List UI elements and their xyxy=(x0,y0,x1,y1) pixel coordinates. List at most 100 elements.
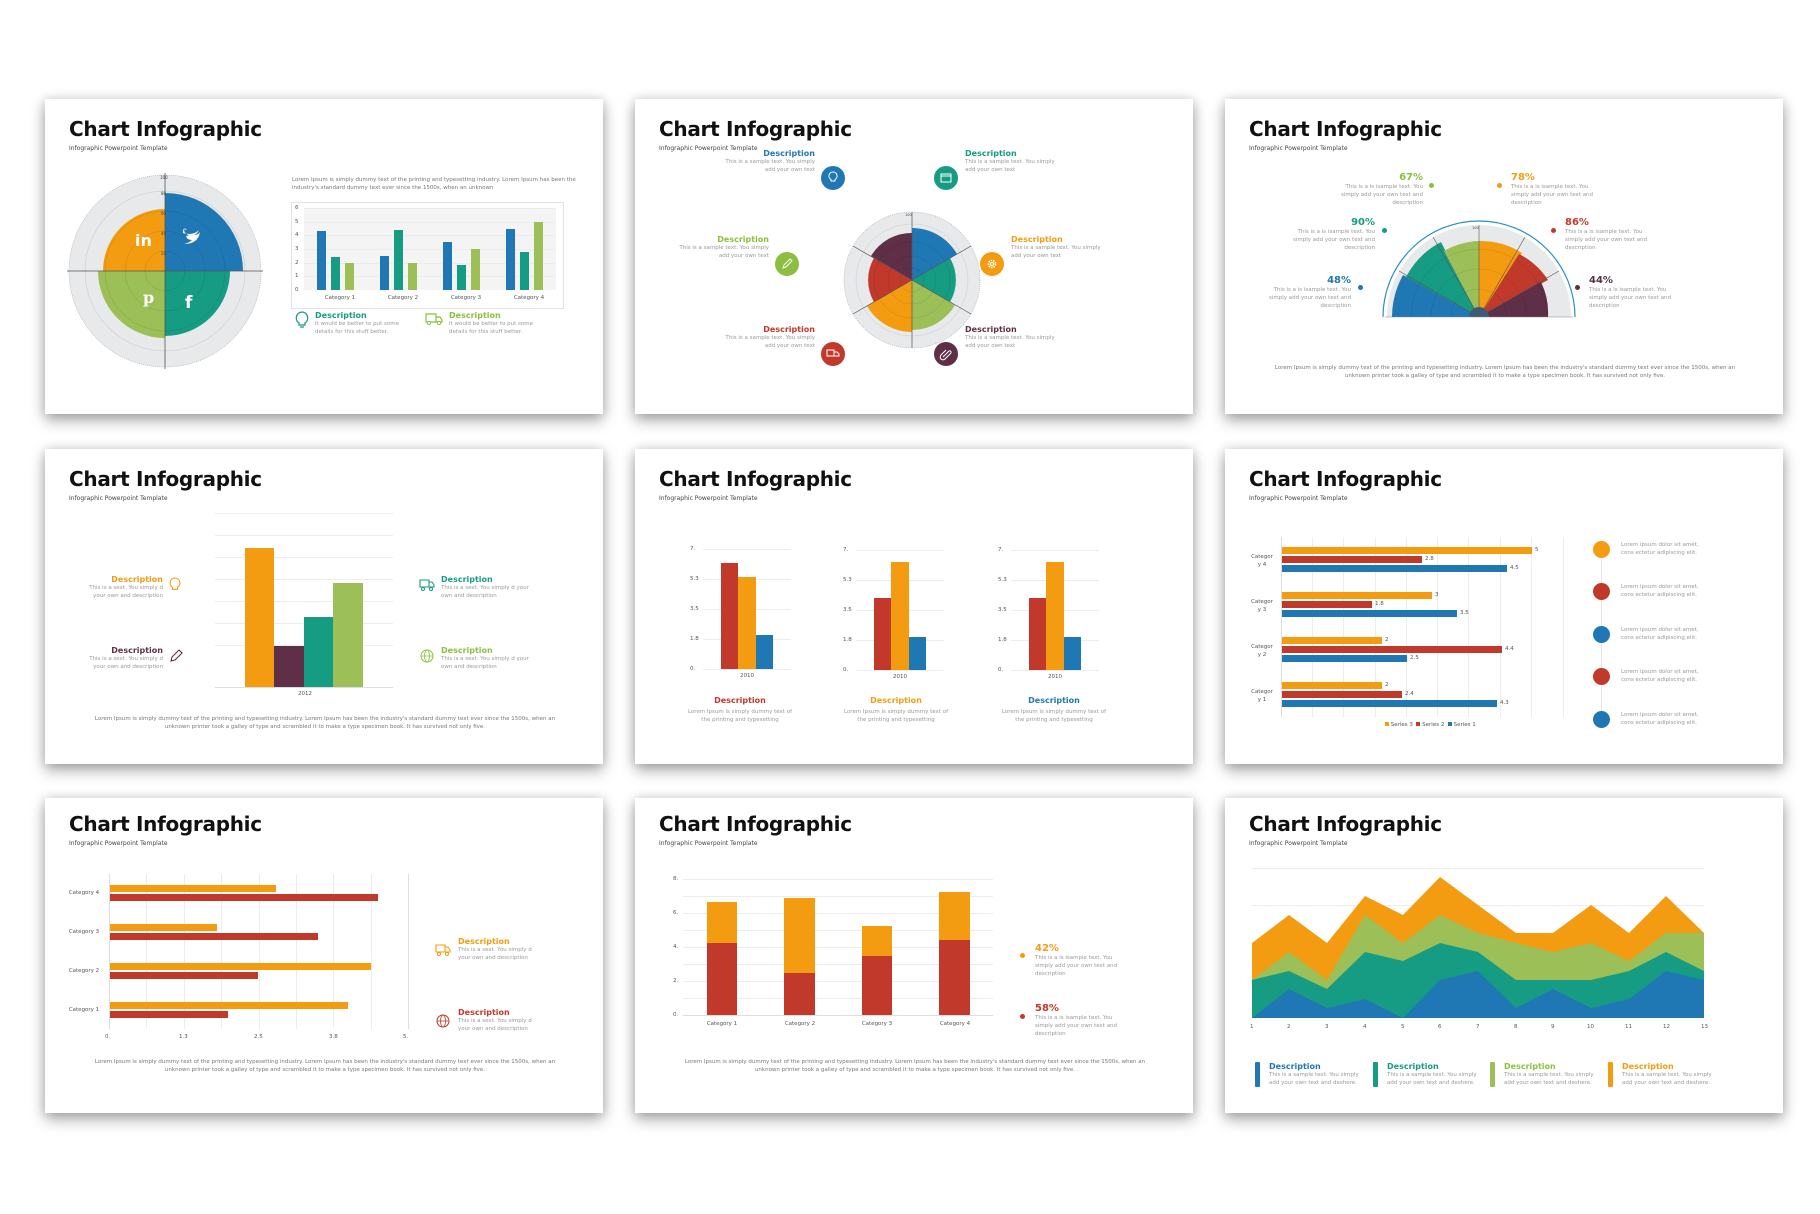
svg-text:100: 100 xyxy=(1472,226,1479,230)
desc-blue: Description This is a sample text. You s… xyxy=(725,149,815,173)
slide-subtitle: Infographic Powerpoint Template xyxy=(69,495,168,502)
facebook-icon: f xyxy=(185,293,193,313)
desc-orange: Description This is a sext. You simply d… xyxy=(458,937,532,961)
gauge-item-86: 86% This is a is isample text. You simpl… xyxy=(1565,217,1648,251)
stacked-area-chart xyxy=(1252,877,1704,1018)
slide-title: Chart Infographic xyxy=(1249,467,1442,491)
marker-dot xyxy=(1382,228,1387,233)
lightbulb-icon xyxy=(295,311,309,328)
pct-item-58: 58% This is a is isample text. You simpl… xyxy=(1035,1003,1118,1037)
desc-green: Description This is a sample text. You s… xyxy=(1504,1062,1594,1086)
slide-title: Chart Infographic xyxy=(69,467,262,491)
half-polar-gauge: 100 xyxy=(1382,220,1576,318)
linkedin-icon: in xyxy=(135,231,152,250)
truck-icon xyxy=(419,579,435,591)
truck-icon xyxy=(821,342,845,366)
desc-green: Description This is a sext. You simply d… xyxy=(441,646,529,670)
footer-text: Lorem Ipsum is simply dummy text of the … xyxy=(94,1059,556,1073)
gauge-item-90: 90% This is a is isample text. You simpl… xyxy=(1292,217,1375,251)
slide-1[interactable]: Chart Infographic Infographic Powerpoint… xyxy=(45,99,603,414)
slide-2[interactable]: Chart Infographic Infographic Powerpoint… xyxy=(635,99,1193,414)
slide-title: Chart Infographic xyxy=(659,467,852,491)
slide-title: Chart Infographic xyxy=(1249,812,1442,836)
svg-text:40: 40 xyxy=(161,231,167,236)
desc-teal: Description This is a sample text. You s… xyxy=(965,149,1055,173)
svg-text:60: 60 xyxy=(161,211,167,216)
wallet-icon xyxy=(934,166,958,190)
slide-title: Chart Infographic xyxy=(659,117,852,141)
slide-8[interactable]: Chart Infographic Infographic Powerpoint… xyxy=(635,798,1193,1113)
marker-dot xyxy=(1497,183,1502,188)
slide-5[interactable]: Chart Infographic Infographic Powerpoint… xyxy=(635,449,1193,764)
polar-hexa-chart: 100 xyxy=(843,211,981,349)
desc-green: Description This is a sample text. You s… xyxy=(679,235,769,259)
slide-3[interactable]: Chart Infographic Infographic Powerpoint… xyxy=(1225,99,1783,414)
chart-legend: Series 3 Series 2 Series 1 xyxy=(1385,722,1476,728)
desc-1: Description It would be better to put so… xyxy=(315,311,399,335)
slide-subtitle: Infographic Powerpoint Template xyxy=(1249,145,1348,152)
globe-icon xyxy=(420,649,434,663)
marker-dot xyxy=(1358,285,1363,290)
slide-title: Chart Infographic xyxy=(1249,117,1442,141)
pinterest-icon: p xyxy=(143,288,154,307)
lightbulb-icon xyxy=(169,577,181,590)
desc-blue: Description Lorem Ipsum is simply dummy … xyxy=(1001,696,1107,723)
svg-text:80: 80 xyxy=(161,191,167,196)
gauge-item-44: 44% This is a is isample text. You simpl… xyxy=(1589,275,1672,309)
pct-item-42: 42% This is a is isample text. You simpl… xyxy=(1035,943,1118,977)
marker-dot xyxy=(1551,228,1556,233)
gauge-item-48: 48% This is a is isample text. You simpl… xyxy=(1268,275,1351,309)
polar-social-chart: in p f 100 80 60 40 20 xyxy=(67,173,263,369)
slide-6[interactable]: Chart Infographic Infographic Powerpoint… xyxy=(1225,449,1783,764)
marker-dot xyxy=(1429,183,1434,188)
intro-text: Lorem Ipsum is simply dummy text of the … xyxy=(292,177,576,191)
legend-swatch xyxy=(1608,1062,1613,1087)
desc-red: Description This is a sext. You simply d… xyxy=(458,1008,532,1032)
marker-dot xyxy=(1020,1014,1025,1019)
slide-subtitle: Infographic Powerpoint Template xyxy=(69,145,168,152)
desc-orange: Description This is a sample text. You s… xyxy=(1622,1062,1712,1086)
truck-icon xyxy=(435,944,451,956)
svg-text:100: 100 xyxy=(160,175,168,180)
legend-swatch xyxy=(1490,1062,1495,1087)
truck-icon xyxy=(425,313,443,326)
slide-subtitle: Infographic Powerpoint Template xyxy=(1249,495,1348,502)
slide-7[interactable]: Chart Infographic Infographic Powerpoint… xyxy=(45,798,603,1113)
pencil-icon xyxy=(170,649,183,662)
desc-red: Description Lorem Ipsum is simply dummy … xyxy=(687,696,793,723)
desc-red: Description This is a sample text. You s… xyxy=(725,325,815,349)
footer-text: Lorem Ipsum is simply dummy text of the … xyxy=(684,1059,1146,1073)
slide-subtitle: Infographic Powerpoint Template xyxy=(659,145,758,152)
desc-blue: Description This is a sample text. You s… xyxy=(1269,1062,1359,1086)
slide-4[interactable]: Chart Infographic Infographic Powerpoint… xyxy=(45,449,603,764)
gauge-item-78: 78% This is a is isample text. You simpl… xyxy=(1511,172,1594,206)
footer-text: Lorem Ipsum is simply dummy text of the … xyxy=(1274,365,1736,379)
svg-text:100: 100 xyxy=(905,213,912,217)
desc-orange: Description This is a sext. You simply d… xyxy=(89,575,163,599)
paperclip-icon xyxy=(934,342,958,366)
legend-swatch xyxy=(1373,1062,1378,1087)
slide-subtitle: Infographic Powerpoint Template xyxy=(659,840,758,847)
slide-title: Chart Infographic xyxy=(69,812,262,836)
pencil-icon xyxy=(775,252,799,276)
slide-subtitle: Infographic Powerpoint Template xyxy=(69,840,168,847)
desc-teal: Description This is a sample text. You s… xyxy=(1387,1062,1477,1086)
slide-title: Chart Infographic xyxy=(69,117,262,141)
legend-swatch xyxy=(1255,1062,1260,1087)
slide-title: Chart Infographic xyxy=(659,812,852,836)
footer-text: Lorem Ipsum is simply dummy text of the … xyxy=(94,716,556,730)
marker-dot xyxy=(1020,953,1025,958)
desc-teal: Description This is a sext. You simply d… xyxy=(441,575,529,599)
slide-9[interactable]: Chart Infographic Infographic Powerpoint… xyxy=(1225,798,1783,1113)
twitter-icon xyxy=(183,228,200,244)
slide-subtitle: Infographic Powerpoint Template xyxy=(1249,840,1348,847)
lightbulb-icon xyxy=(821,166,845,190)
bar-chart-panel: 6 5 4 3 2 1 0 Category 1 Category 2 Cate… xyxy=(291,202,564,309)
marker-dot xyxy=(1575,285,1580,290)
gear-icon xyxy=(980,252,1004,276)
slide-subtitle: Infographic Powerpoint Template xyxy=(659,495,758,502)
desc-orange: Description Lorem Ipsum is simply dummy … xyxy=(843,696,949,723)
globe-icon xyxy=(436,1014,450,1028)
desc-plum: Description This is a sample text. You s… xyxy=(965,325,1055,349)
gauge-item-67: 67% This is a is isample text. You simpl… xyxy=(1340,172,1423,206)
